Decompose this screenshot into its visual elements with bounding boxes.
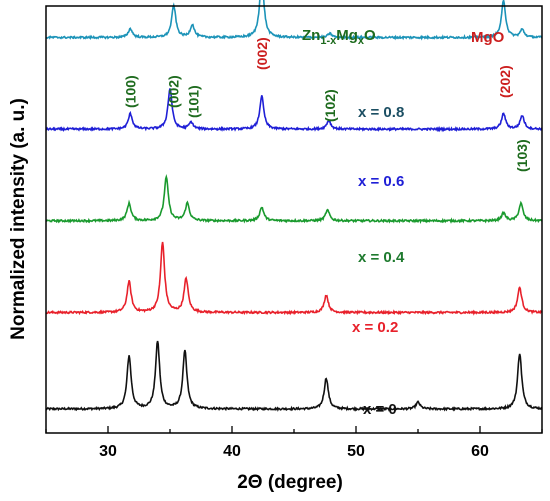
series-label: x = 0.2 bbox=[352, 319, 398, 336]
hkl-label: (101) bbox=[186, 85, 202, 118]
series-label: x = 0 bbox=[363, 401, 397, 418]
hkl-label: (202) bbox=[497, 65, 513, 98]
hkl-label: (103) bbox=[514, 139, 530, 172]
phase-zn-mid: Mg bbox=[336, 27, 358, 44]
series-line bbox=[45, 0, 543, 41]
x-tick-label: 50 bbox=[347, 443, 365, 460]
hkl-label: (002) bbox=[254, 37, 270, 70]
series-label: x = 0.8 bbox=[358, 104, 404, 121]
hkl-label: (102) bbox=[322, 89, 338, 122]
series-line bbox=[45, 241, 543, 316]
series-label: x = 0.6 bbox=[358, 173, 404, 190]
y-axis-label: Normalized intensity (a. u.) bbox=[8, 98, 29, 340]
phase-zn-prefix: Zn bbox=[302, 27, 320, 44]
phase-zn-suffix: O bbox=[364, 27, 376, 44]
x-axis-label: 2Θ (degree) bbox=[237, 472, 343, 493]
series-line bbox=[45, 340, 543, 412]
phase-label-zn-mgo: Zn1-xMgxO bbox=[302, 27, 376, 47]
series-line bbox=[45, 174, 543, 224]
hkl-label: (100) bbox=[122, 75, 138, 108]
x-tick-labels: 30 40 50 60 bbox=[99, 443, 489, 460]
series-label: x = 0.4 bbox=[358, 249, 405, 266]
hkl-labels: (100) (002) (101)(002)(102)(202)(103) bbox=[122, 37, 530, 172]
series-layer bbox=[45, 0, 543, 412]
x-axis bbox=[45, 426, 543, 433]
series-line bbox=[45, 88, 543, 133]
x-tick-label: 60 bbox=[471, 443, 489, 460]
phase-label-mgo: MgO bbox=[471, 29, 505, 46]
phase-zn-sub1: 1-x bbox=[320, 35, 337, 47]
x-tick-label: 30 bbox=[99, 443, 117, 460]
phase-zn-sub2: x bbox=[358, 35, 365, 47]
series-labels: x = 0 x = 0.2 x = 0.4 x = 0.6 x = 0.8 bbox=[352, 104, 405, 418]
x-tick-label: 40 bbox=[223, 443, 241, 460]
hkl-label: (002) bbox=[166, 75, 182, 108]
